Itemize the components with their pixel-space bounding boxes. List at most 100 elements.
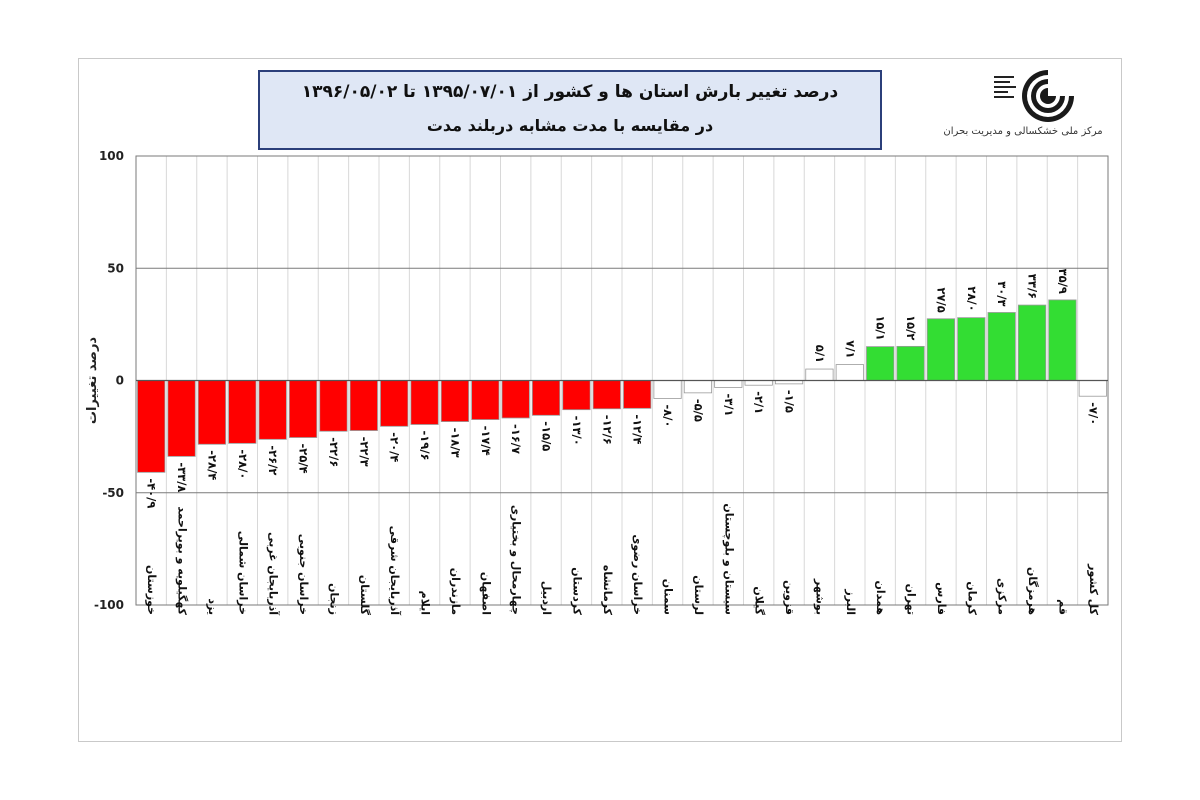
data-label: -۲۸/۰ <box>236 449 250 479</box>
bar <box>683 380 713 394</box>
data-label: ۳۵/۹ <box>1056 269 1070 294</box>
data-label: -۱۳/۰ <box>570 416 584 446</box>
y-tick-label: -50 <box>102 486 124 500</box>
data-label: -۲۸/۴ <box>205 450 219 480</box>
data-label: -۲۵/۴ <box>297 444 311 474</box>
chart-subtitle: در مقایسه با مدت مشابه دربلند مدت <box>426 116 714 135</box>
data-label: -۸/۰ <box>661 404 675 427</box>
data-label: -۱۵/۵ <box>540 421 554 451</box>
organization-name: مرکز ملی خشکسالی و مدیریت بحران <box>943 126 1103 137</box>
bar <box>1078 380 1107 397</box>
bar <box>137 380 166 473</box>
bar <box>805 368 834 381</box>
bar <box>531 380 561 416</box>
bar <box>623 380 652 409</box>
bar <box>380 380 409 427</box>
data-label: -۱۲/۶ <box>600 415 614 445</box>
data-label: -۲/۱ <box>752 391 766 414</box>
data-label: -۴۰/۹ <box>145 478 159 508</box>
category-label: همدان <box>874 580 887 615</box>
data-label: -۱۲/۴ <box>631 414 645 444</box>
category-label: آذربایجان شرقی <box>388 526 402 616</box>
category-label: مرکزی <box>996 578 1009 615</box>
data-label: ۱۵/۲ <box>904 315 918 340</box>
category-label: البرز <box>844 588 857 615</box>
category-label: قم <box>1056 599 1069 615</box>
data-label: -۱۹/۶ <box>418 431 432 461</box>
bar <box>471 380 500 420</box>
bar <box>1048 299 1077 381</box>
bar <box>592 380 621 410</box>
category-label: چهارمحال و بختیاری <box>510 505 523 615</box>
bar <box>440 380 470 422</box>
category-label: کل کشور <box>1087 563 1100 615</box>
y-tick-label: 0 <box>116 374 124 388</box>
bar <box>167 380 196 457</box>
category-label: گلستان <box>358 575 371 616</box>
bar <box>501 380 530 419</box>
category-label: خراسان شمالی <box>236 531 249 615</box>
category-label: کهگیلویه و بویراحمد <box>176 506 189 615</box>
category-label: آذربایجان غربی <box>267 532 281 615</box>
chart-title-box: درصد تغییر بارش استان ها و کشور از ۱۳۹۵/… <box>258 70 882 150</box>
category-label: خراسان رضوی <box>631 534 644 615</box>
chart-title: درصد تغییر بارش استان ها و کشور از ۱۳۹۵/… <box>301 82 839 102</box>
category-label: سمنان <box>662 579 675 615</box>
data-label: -۳/۱ <box>722 393 736 416</box>
category-label: مازندران <box>449 568 462 615</box>
bar <box>228 380 257 444</box>
y-tick-label: -100 <box>94 598 124 612</box>
data-label: -۳۳/۸ <box>175 462 189 492</box>
bar <box>288 380 318 438</box>
category-label: لرستان <box>692 575 705 615</box>
y-axis-label: درصد تغییرات <box>85 337 100 425</box>
data-label: ۳۳/۶ <box>1026 274 1040 299</box>
bar <box>1017 304 1047 381</box>
data-label: ۲۷/۵ <box>934 287 948 312</box>
data-label: ۳۰/۳ <box>995 281 1009 306</box>
bar <box>562 380 591 411</box>
category-label: سیستان و بلوچستان <box>722 503 735 615</box>
data-label: -۲۰/۴ <box>388 432 402 462</box>
category-label: یزد <box>206 598 219 615</box>
bar <box>197 380 227 445</box>
bar <box>744 380 773 386</box>
category-label: فارس <box>935 582 948 615</box>
data-label: -۱۷/۴ <box>479 426 493 456</box>
y-tick-label: 100 <box>99 149 124 163</box>
data-label: ۷/۱ <box>843 340 857 358</box>
category-label: زنجان <box>327 583 340 615</box>
bar <box>258 380 287 440</box>
category-label: ایلام <box>419 591 432 615</box>
data-label: -۲۶/۲ <box>266 445 280 475</box>
bar <box>896 345 925 381</box>
bar <box>319 380 348 432</box>
data-label: -۱۶/۷ <box>509 424 523 454</box>
category-label: اصفهان <box>479 572 492 615</box>
category-label: اردبیل <box>540 581 553 615</box>
category-label: هرمزگان <box>1026 567 1039 615</box>
category-label: گیلان <box>753 586 766 615</box>
category-label: کردستان <box>570 567 583 615</box>
bar <box>653 380 682 399</box>
data-label: -۱/۵ <box>783 390 797 413</box>
data-label: -۱۸/۳ <box>448 428 462 458</box>
data-label: ۲۸/۰ <box>965 286 979 311</box>
bar <box>987 312 1016 381</box>
organization-logo-icon <box>992 68 1078 122</box>
bar <box>349 380 378 431</box>
data-label: ۵/۱ <box>813 345 827 363</box>
category-label: خراسان جنوبی <box>297 534 310 615</box>
data-label: -۷/۰ <box>1086 402 1100 425</box>
category-label: کرمان <box>965 581 978 615</box>
category-label: کرمانشاه <box>601 565 614 616</box>
category-label: بوشهر <box>813 578 826 615</box>
y-tick-label: 50 <box>107 261 124 275</box>
bar <box>926 318 956 381</box>
data-label: -۲۲/۳ <box>357 437 371 467</box>
bar <box>410 380 439 425</box>
bar <box>957 317 986 381</box>
data-label: -۵/۵ <box>691 399 705 422</box>
data-label: -۲۲/۶ <box>327 437 341 467</box>
